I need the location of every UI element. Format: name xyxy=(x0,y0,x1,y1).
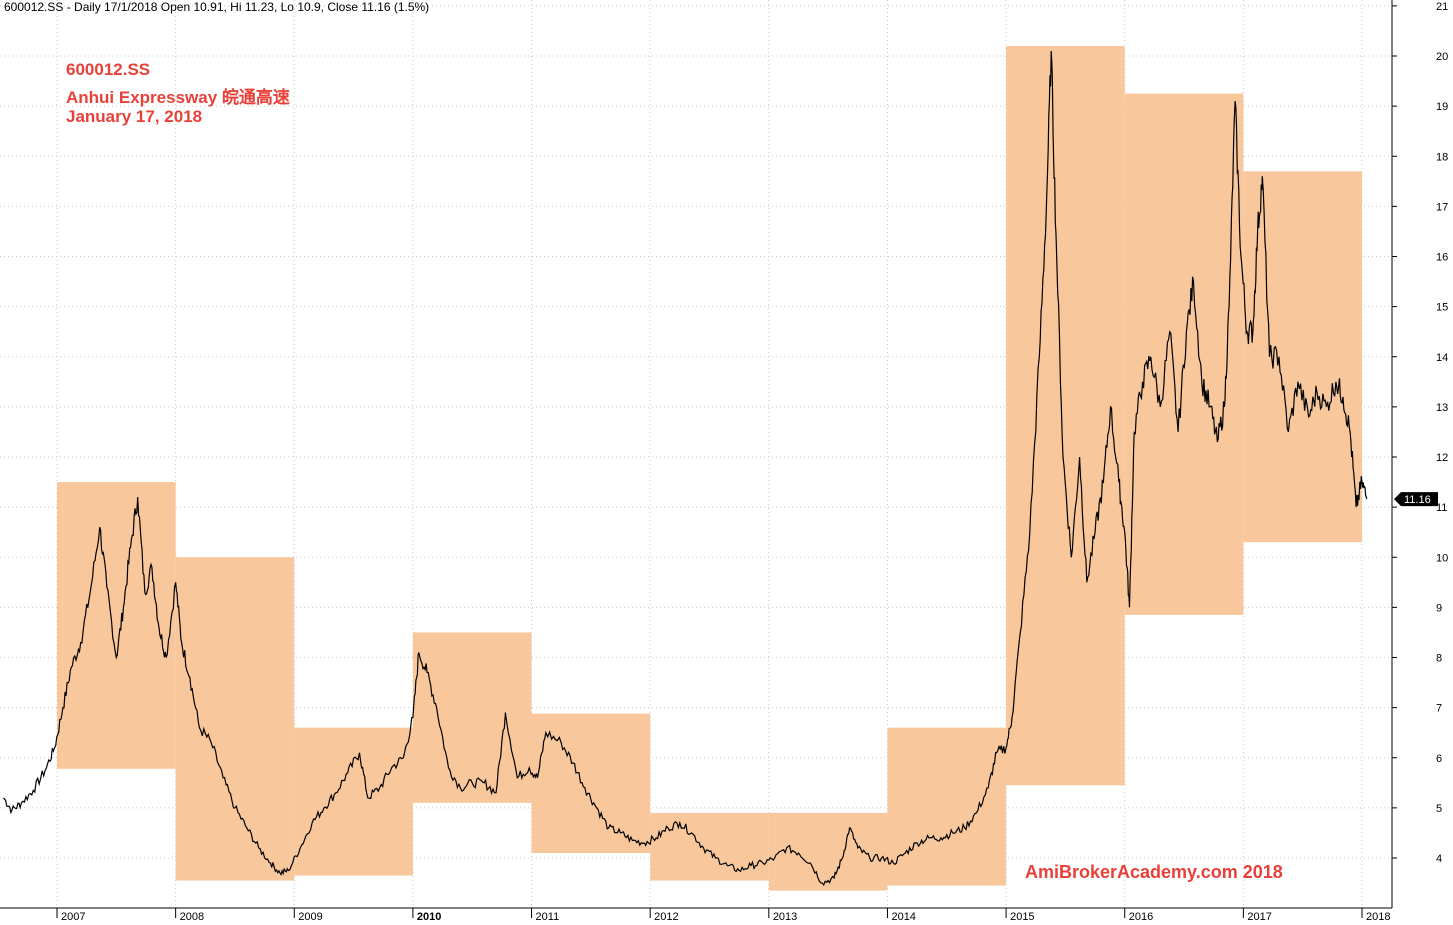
watermark: AmiBrokerAcademy.com 2018 xyxy=(1025,862,1283,882)
y-tick-label: 13 xyxy=(1436,402,1448,414)
y-tick-label: 16 xyxy=(1436,252,1448,264)
x-tick-label: 2011 xyxy=(536,911,560,923)
yearly-range-box xyxy=(1243,171,1362,543)
x-tick-label: 2015 xyxy=(1010,911,1034,923)
yearly-range-box xyxy=(650,812,769,881)
x-tick-label: 2008 xyxy=(180,911,204,923)
y-tick-label: 7 xyxy=(1436,703,1442,715)
y-tick-label: 4 xyxy=(1436,853,1442,865)
y-tick-label: 9 xyxy=(1436,602,1442,614)
x-axis-ticks: 2007 2008 2009 2010 2011 2012 2013 2014 2015 2016… xyxy=(56,908,1390,923)
y-tick-label: 6 xyxy=(1436,753,1442,765)
yearly-range-box xyxy=(175,557,295,881)
last-price-tag-text: 11.16 xyxy=(1404,494,1431,506)
y-tick-label: 11 xyxy=(1436,502,1447,514)
yearly-range-box xyxy=(294,727,413,876)
yearly-range-box xyxy=(1124,93,1244,615)
x-tick-label: 2007 xyxy=(61,911,85,923)
x-tick-label: 2018 xyxy=(1366,911,1390,923)
y-tick-label: 20 xyxy=(1436,51,1448,63)
yearly-range-box xyxy=(1006,45,1125,786)
last-price-tag: 11.16 xyxy=(1394,492,1438,507)
chart-header: 600012.SS - Daily 17/1/2018 Open 10.91, … xyxy=(4,0,430,14)
yearly-range-box xyxy=(57,482,176,769)
y-axis-ticks: 4 5 6 7 8 9 10 11 12 13 14 15 16 17 18 19 20 21 xyxy=(1392,1,1448,865)
x-tick-label: 2016 xyxy=(1129,911,1153,923)
y-tick-label: 19 xyxy=(1436,101,1448,113)
x-tick-label: 2009 xyxy=(298,911,322,923)
annotation-ticker: 600012.SS xyxy=(66,60,151,79)
yearly-range-box xyxy=(768,812,888,891)
x-tick-label: 2017 xyxy=(1247,911,1271,923)
y-tick-label: 15 xyxy=(1436,302,1448,314)
x-tick-label: 2014 xyxy=(891,911,915,923)
last-price-tag-bg xyxy=(1394,492,1438,507)
y-tick-label: 8 xyxy=(1436,653,1442,665)
yearly-range-box xyxy=(412,632,532,803)
yearly-range-box xyxy=(531,713,651,853)
x-tick-label: 2010 xyxy=(417,911,441,923)
annotation-date: January 17, 2018 xyxy=(66,107,203,126)
y-tick-label: 5 xyxy=(1436,803,1442,815)
yearly-range-box xyxy=(887,727,1007,886)
y-tick-label: 18 xyxy=(1436,151,1448,163)
yearly-range-boxes xyxy=(57,45,1362,891)
y-tick-label: 17 xyxy=(1436,201,1448,213)
y-tick-label: 14 xyxy=(1436,352,1448,364)
y-tick-label: 21 xyxy=(1436,1,1448,13)
y-tick-label: 10 xyxy=(1436,552,1448,564)
price-line xyxy=(3,50,1368,887)
annotation-company: Anhui Expressway 皖通高速 xyxy=(66,88,290,107)
x-tick-label: 2012 xyxy=(654,911,678,923)
y-tick-label: 12 xyxy=(1436,452,1448,464)
x-tick-label: 2013 xyxy=(773,911,797,923)
